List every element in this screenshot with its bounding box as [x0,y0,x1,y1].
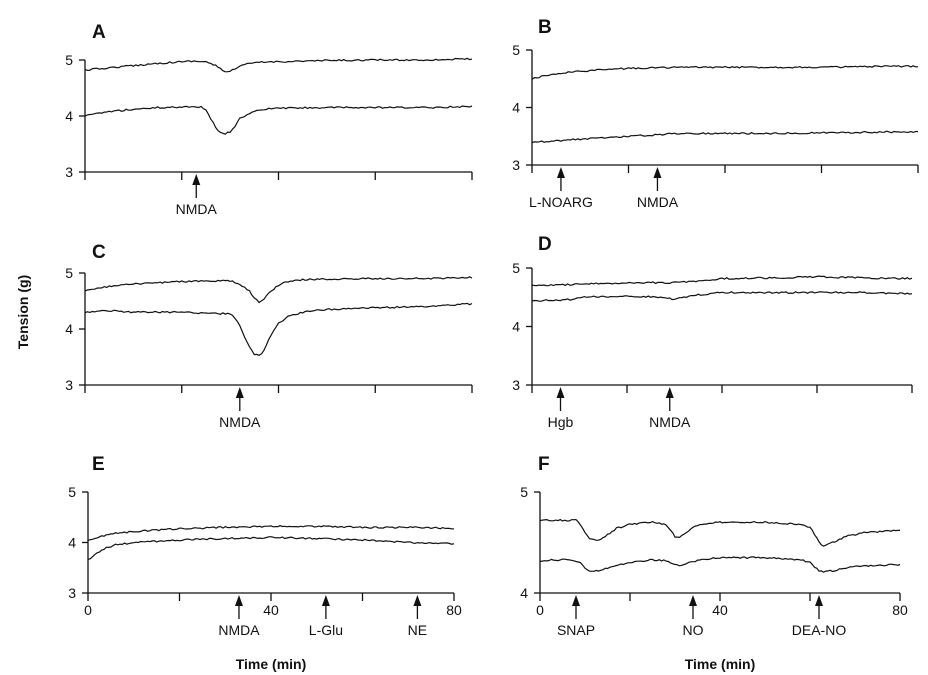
x-axis-title: Time (min) [685,656,756,672]
y-tick-label: 3 [65,377,73,393]
panel-e: E 3 4 5 0 40 80 Time (min) NMDA L-Glu NE [68,454,462,672]
y-axis-title: Tension (g) [15,275,31,349]
arrow-head [556,167,565,178]
panel-label: F [538,454,550,475]
arrow-head [234,595,243,606]
x-tick-label: 0 [84,602,92,618]
y-tick-label: 3 [65,164,73,180]
y-tick-label: 3 [512,377,520,393]
y-tick-label: 3 [68,585,76,601]
trace-2 [87,536,455,560]
arrow-head [572,595,580,606]
y-tick-label: 5 [65,265,73,281]
y-tick-label: 5 [65,52,73,68]
arrow-label: NO [683,622,704,638]
trace-2 [531,130,919,144]
y-tick-label: 3 [512,157,520,173]
arrow-head [556,387,565,398]
x-tick-label: 80 [892,602,908,618]
trace-1 [84,276,473,304]
trace-2 [539,556,901,573]
y-tick-label: 5 [520,484,528,500]
trace-1 [84,57,473,73]
y-tick-label: 5 [512,260,520,276]
x-tick-label: 40 [712,602,728,618]
arrow-label: NMDA [218,622,260,638]
trace-1 [531,65,919,80]
y-tick-label: 4 [520,585,528,601]
y-tick-label: 4 [65,108,73,124]
arrow-label: NMDA [649,414,691,430]
x-tick-label: 0 [536,602,544,618]
arrow-label: NMDA [219,414,261,430]
arrow-label: L-Glu [309,622,343,638]
panel-a: A 3 4 5 NMDA [65,22,473,217]
arrow-head [665,387,674,398]
trace-2 [84,302,473,356]
arrow-label: L-NOARG [529,194,593,210]
arrow-head [235,387,244,398]
panel-label: B [538,17,552,38]
arrow-label: NMDA [637,194,679,210]
arrow-label: NE [408,622,427,638]
x-axis-title: Time (min) [236,656,307,672]
trace-1 [531,275,913,287]
y-tick-label: 4 [65,321,73,337]
y-tick-label: 4 [512,100,520,116]
y-tick-label: 5 [512,42,520,58]
panel-label: A [92,22,106,43]
y-tick-label: 4 [68,535,76,551]
x-tick-label: 40 [263,602,279,618]
trace-2 [531,291,913,302]
arrow-head [192,174,201,185]
panel-label: C [92,242,106,263]
trace-1 [87,525,455,541]
arrow-head [815,595,823,606]
y-tick-label: 5 [68,484,76,500]
panel-label: E [92,454,105,475]
panel-b: B 3 4 5 L-NOARG NMDA [512,17,919,210]
arrow-label: DEA-NO [792,622,847,638]
arrow-head [321,595,330,606]
arrow-label: SNAP [557,622,595,638]
arrow-label: Hgb [548,414,574,430]
arrow-head [689,595,697,606]
trace-1 [539,518,900,547]
panel-c: C 3 4 5 NMDA [65,242,473,430]
panel-d: D 3 4 5 Hgb NMDA [512,234,913,430]
panel-label: D [538,234,552,255]
arrow-head [653,167,662,178]
x-tick-label: 80 [446,602,462,618]
trace-2 [84,105,473,135]
y-tick-label: 4 [512,319,520,335]
arrow-label: NMDA [176,201,218,217]
panel-f: F 4 5 0 40 80 Time (min) SNAP NO DEA-NO [520,454,908,672]
arrow-head [413,595,422,606]
